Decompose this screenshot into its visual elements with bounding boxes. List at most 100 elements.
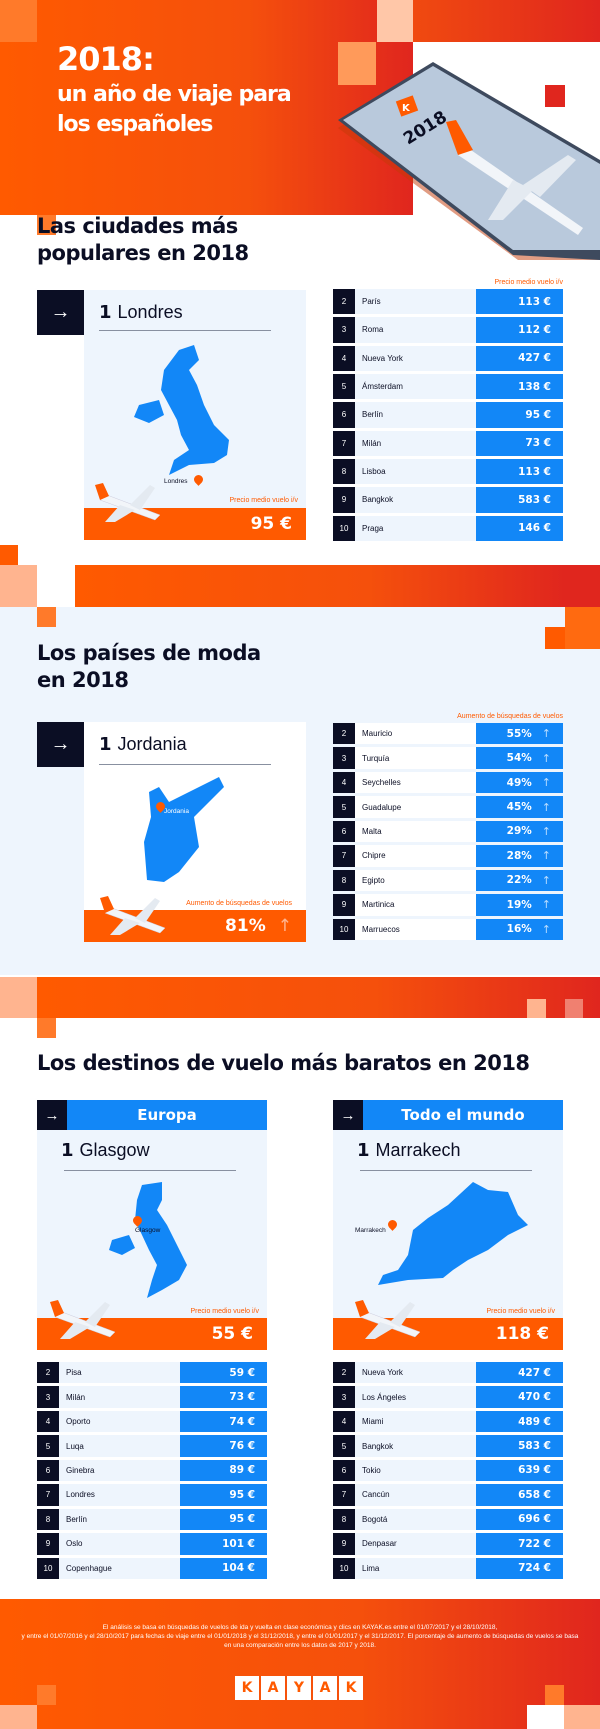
orange-band xyxy=(75,565,565,607)
name-cell: Guadalupe xyxy=(362,802,402,812)
name-cell: Egipto xyxy=(362,875,385,885)
rank-cell: 8 xyxy=(333,1508,355,1531)
note-line: El análisis se basa en búsquedas de vuel… xyxy=(102,1624,498,1631)
list-row: 5 Luqa 76 € xyxy=(37,1435,267,1457)
name: Jordania xyxy=(117,734,187,754)
logo-letter: A xyxy=(261,1676,285,1700)
value-cell: 45% ↑ xyxy=(475,796,563,818)
list-row: 2 París 113 € xyxy=(333,289,563,315)
arrow-up-icon: ↑ xyxy=(541,824,551,838)
value-cell: 724 € xyxy=(475,1557,563,1579)
rank-cell: 5 xyxy=(37,1435,59,1457)
name-cell: Miami xyxy=(362,1417,384,1427)
value: 583 € xyxy=(518,1440,551,1453)
value: 49% xyxy=(506,776,532,789)
list-row: 7 Londres 95 € xyxy=(37,1484,267,1506)
list-row: 5 Bangkok 583 € xyxy=(333,1435,563,1457)
list-row: 8 Lisboa 113 € xyxy=(333,459,563,485)
value: 658 € xyxy=(518,1488,551,1501)
value: 583 € xyxy=(518,493,551,506)
value-cell: 55% ↑ xyxy=(475,723,563,745)
name-cell: Berlín xyxy=(362,410,383,420)
value-cell: 722 € xyxy=(475,1533,563,1555)
rank-cell: 6 xyxy=(333,820,355,843)
world-card: 1 Marrakech Marrakech Precio medio vuelo … xyxy=(333,1130,563,1350)
list-row: 9 Bangkok 583 € xyxy=(333,487,563,513)
value: 45% xyxy=(506,801,532,814)
value-cell: 95 € xyxy=(179,1508,267,1531)
rank-cell: 7 xyxy=(37,1484,59,1506)
top-country-title: 1 Jordania xyxy=(99,734,187,755)
orange-band xyxy=(37,977,600,1018)
deco-square xyxy=(545,85,565,107)
list-row: 6 Berlín 95 € xyxy=(333,402,563,428)
header-title-year: 2018: xyxy=(57,40,155,78)
list-row: 3 Turquía 54% ↑ xyxy=(333,747,563,769)
list-row: 4 Nueva York 427 € xyxy=(333,345,563,371)
name-cell: Malta xyxy=(362,826,382,836)
deco-square xyxy=(37,215,56,235)
list-row: 6 Ginebra 89 € xyxy=(37,1459,267,1482)
value: 29% xyxy=(506,825,532,838)
value-cell: 74 € xyxy=(179,1410,267,1433)
list-header: Aumento de búsquedas de vuelos xyxy=(457,713,563,720)
rank-cell: 8 xyxy=(333,459,355,485)
world-heading: Todo el mundo xyxy=(363,1100,563,1130)
rank-cell: 6 xyxy=(37,1459,59,1482)
name-cell: Copenhague xyxy=(66,1563,112,1573)
list-row: 4 Seychelles 49% ↑ xyxy=(333,771,563,794)
kayak-logo[interactable]: K A Y A K xyxy=(235,1676,363,1700)
rank-cell: 4 xyxy=(37,1410,59,1433)
list-row: 5 Guadalupe 45% ↑ xyxy=(333,796,563,818)
list-row: 10 Copenhague 104 € xyxy=(37,1557,267,1579)
arrow-up-icon: ↑ xyxy=(277,916,292,936)
value: 19% xyxy=(506,898,532,911)
europe-card: 1 Glasgow Glasgow Precio medio vuelo i/v xyxy=(37,1130,267,1350)
header-title-line1: un año de viaje para xyxy=(57,82,292,107)
rank-cell: 7 xyxy=(333,1484,355,1506)
value: 639 € xyxy=(518,1464,551,1477)
name-cell: Nueva York xyxy=(362,1368,403,1378)
list-row: 4 Oporto 74 € xyxy=(37,1410,267,1433)
value: 76 € xyxy=(229,1440,255,1453)
arrow-up-icon: ↑ xyxy=(541,800,551,814)
value-cell: 113 € xyxy=(475,289,563,315)
value: 696 € xyxy=(518,1513,551,1526)
name-cell: Milán xyxy=(362,438,382,448)
morocco-map xyxy=(378,1182,528,1285)
deco-square xyxy=(37,1018,56,1038)
value: 722 € xyxy=(518,1537,551,1550)
name-cell: Turquía xyxy=(362,753,390,763)
value: 54% xyxy=(506,752,532,765)
value-cell: 470 € xyxy=(475,1386,563,1408)
value: 146 € xyxy=(518,522,551,535)
rank-cell: 7 xyxy=(333,430,355,456)
rank-cell: 5 xyxy=(333,796,355,818)
deco-square xyxy=(527,1705,564,1729)
caption: Precio medio vuelo i/v xyxy=(229,497,298,504)
airplane-icon xyxy=(100,896,166,935)
list-row: 3 Roma 112 € xyxy=(333,317,563,343)
value-cell: 583 € xyxy=(475,1435,563,1457)
rank-cell: 9 xyxy=(333,1533,355,1555)
value: 427 € xyxy=(518,352,551,365)
rank-cell: 2 xyxy=(37,1362,59,1384)
value-cell: 73 € xyxy=(179,1386,267,1408)
rank-cell: 6 xyxy=(333,402,355,428)
header-banner xyxy=(0,0,413,215)
deco-square xyxy=(564,1705,600,1729)
rank-cell: 3 xyxy=(37,1386,59,1408)
list-row: 2 Mauricio 55% ↑ xyxy=(333,723,563,745)
rank-cell: 3 xyxy=(333,747,355,769)
list-row: 9 Denpasar 722 € xyxy=(333,1533,563,1555)
rank-cell: 2 xyxy=(333,1362,355,1384)
name-cell: Marruecos xyxy=(362,924,400,934)
divider xyxy=(64,1170,236,1171)
logo-letter: K xyxy=(235,1676,259,1700)
value: 470 € xyxy=(518,1391,551,1404)
deco-square xyxy=(0,977,37,1018)
deco-square xyxy=(0,1705,37,1729)
value: 724 € xyxy=(518,1562,551,1575)
rank-cell: 8 xyxy=(37,1508,59,1531)
list-row: 8 Egipto 22% ↑ xyxy=(333,869,563,892)
